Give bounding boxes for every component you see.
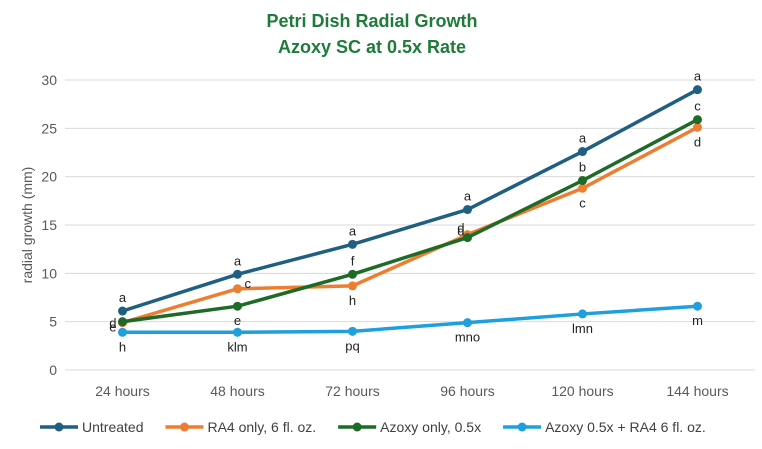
- significance-letter: b: [579, 160, 586, 175]
- y-tick-label: 30: [41, 72, 57, 88]
- significance-letter: a: [694, 69, 702, 84]
- y-axis-title: radial growth (mm): [19, 167, 35, 284]
- y-tick-label: 20: [41, 169, 57, 185]
- legend-label: Untreated: [82, 419, 143, 435]
- legend-item: Azoxy 0.5x + RA4 6 fl. oz.: [503, 419, 706, 435]
- data-point-untreated: [578, 147, 587, 157]
- significance-letter: klm: [227, 339, 247, 354]
- x-tick-label: 120 hours: [551, 383, 613, 399]
- data-point-untreated: [693, 85, 702, 95]
- significance-letter: e: [109, 320, 116, 335]
- data-point-ra4-only-6-fl-oz: [578, 183, 587, 193]
- significance-letter: d: [457, 221, 464, 236]
- y-axis-tick-labels: 0 5 10 15 20 25 30: [41, 72, 57, 378]
- significance-letter: a: [234, 253, 242, 268]
- legend-item: Azoxy only, 0.5x: [338, 419, 481, 435]
- significance-letter: mno: [455, 330, 480, 345]
- data-point-untreated: [348, 239, 357, 249]
- y-tick-label: 10: [41, 265, 57, 281]
- y-tick-label: 5: [49, 314, 57, 330]
- chart-title-line-2: Azoxy SC at 0.5x Rate: [278, 37, 466, 57]
- x-axis-tick-labels: 24 hours 48 hours 72 hours 96 hours 120 hour…: [95, 383, 728, 399]
- x-tick-label: 24 hours: [95, 383, 149, 399]
- significance-letter: d: [694, 134, 701, 149]
- data-point-azoxy-0-5x-ra4-6-fl-oz: [118, 327, 127, 337]
- data-point-ra4-only-6-fl-oz: [233, 284, 242, 294]
- data-point-untreated: [118, 306, 127, 316]
- significance-letter: d: [457, 224, 464, 239]
- y-tick-label: 25: [41, 120, 57, 136]
- data-point-azoxy-0-5x-ra4-6-fl-oz: [693, 301, 702, 311]
- legend: Untreated RA4 only, 6 fl. oz. Azoxy only, …: [40, 419, 706, 435]
- data-point-ra4-only-6-fl-oz: [693, 122, 702, 132]
- y-tick-label: 0: [49, 362, 57, 378]
- significance-letter: f: [351, 253, 355, 268]
- data-point-azoxy-only-0-5x: [578, 176, 587, 186]
- significance-letter: pq: [345, 338, 359, 353]
- legend-label: RA4 only, 6 fl. oz.: [207, 419, 316, 435]
- grid-lines: [65, 79, 755, 371]
- x-tick-label: 96 hours: [440, 383, 494, 399]
- significance-letter: a: [579, 131, 587, 146]
- series-line-azoxy-0-5x-ra4-6-fl-oz: [120, 304, 700, 335]
- data-point-azoxy-only-0-5x: [463, 233, 472, 243]
- legend-marker: [517, 422, 527, 432]
- legend-marker: [179, 422, 189, 432]
- significance-letter: e: [234, 313, 241, 328]
- data-point-azoxy-only-0-5x: [233, 301, 242, 311]
- significance-letter: lmn: [572, 321, 593, 336]
- x-tick-label: 48 hours: [210, 383, 264, 399]
- series-line-ra4-only-6-fl-oz: [120, 125, 700, 325]
- x-tick-label: 144 hours: [666, 383, 728, 399]
- data-point-azoxy-0-5x-ra4-6-fl-oz: [463, 318, 472, 328]
- legend-marker: [352, 422, 362, 432]
- data-series: [118, 85, 702, 337]
- data-point-ra4-only-6-fl-oz: [348, 281, 357, 291]
- data-point-azoxy-0-5x-ra4-6-fl-oz: [233, 327, 242, 337]
- data-point-untreated: [233, 269, 242, 279]
- legend-label: Azoxy only, 0.5x: [380, 419, 481, 435]
- data-point-azoxy-0-5x-ra4-6-fl-oz: [578, 309, 587, 319]
- legend-item: RA4 only, 6 fl. oz.: [165, 419, 316, 435]
- data-point-untreated: [463, 205, 472, 215]
- significance-letter: c: [579, 195, 586, 210]
- data-point-azoxy-0-5x-ra4-6-fl-oz: [348, 326, 357, 336]
- legend-marker: [54, 422, 64, 432]
- series-line-untreated: [120, 87, 700, 313]
- series-line-azoxy-only-0-5x: [120, 117, 700, 324]
- significance-letter: h: [349, 293, 356, 308]
- y-tick-label: 15: [41, 217, 57, 233]
- chart-title: Petri Dish Radial Growth Azoxy SC at 0.5…: [266, 11, 477, 57]
- significance-letter: a: [464, 189, 472, 204]
- significance-letter: h: [119, 339, 126, 354]
- significance-letter: a: [349, 223, 357, 238]
- data-point-azoxy-only-0-5x: [348, 269, 357, 279]
- data-point-azoxy-only-0-5x: [693, 115, 702, 125]
- data-point-azoxy-only-0-5x: [118, 317, 127, 327]
- legend-label: Azoxy 0.5x + RA4 6 fl. oz.: [545, 419, 706, 435]
- x-tick-label: 72 hours: [325, 383, 379, 399]
- legend-item: Untreated: [40, 419, 143, 435]
- chart-title-line-1: Petri Dish Radial Growth: [266, 11, 477, 31]
- significance-letter: c: [245, 276, 252, 291]
- significance-letter: c: [694, 99, 701, 114]
- significance-letter: a: [119, 290, 127, 305]
- significance-letter: m: [692, 313, 703, 328]
- significance-letter: d: [109, 316, 116, 331]
